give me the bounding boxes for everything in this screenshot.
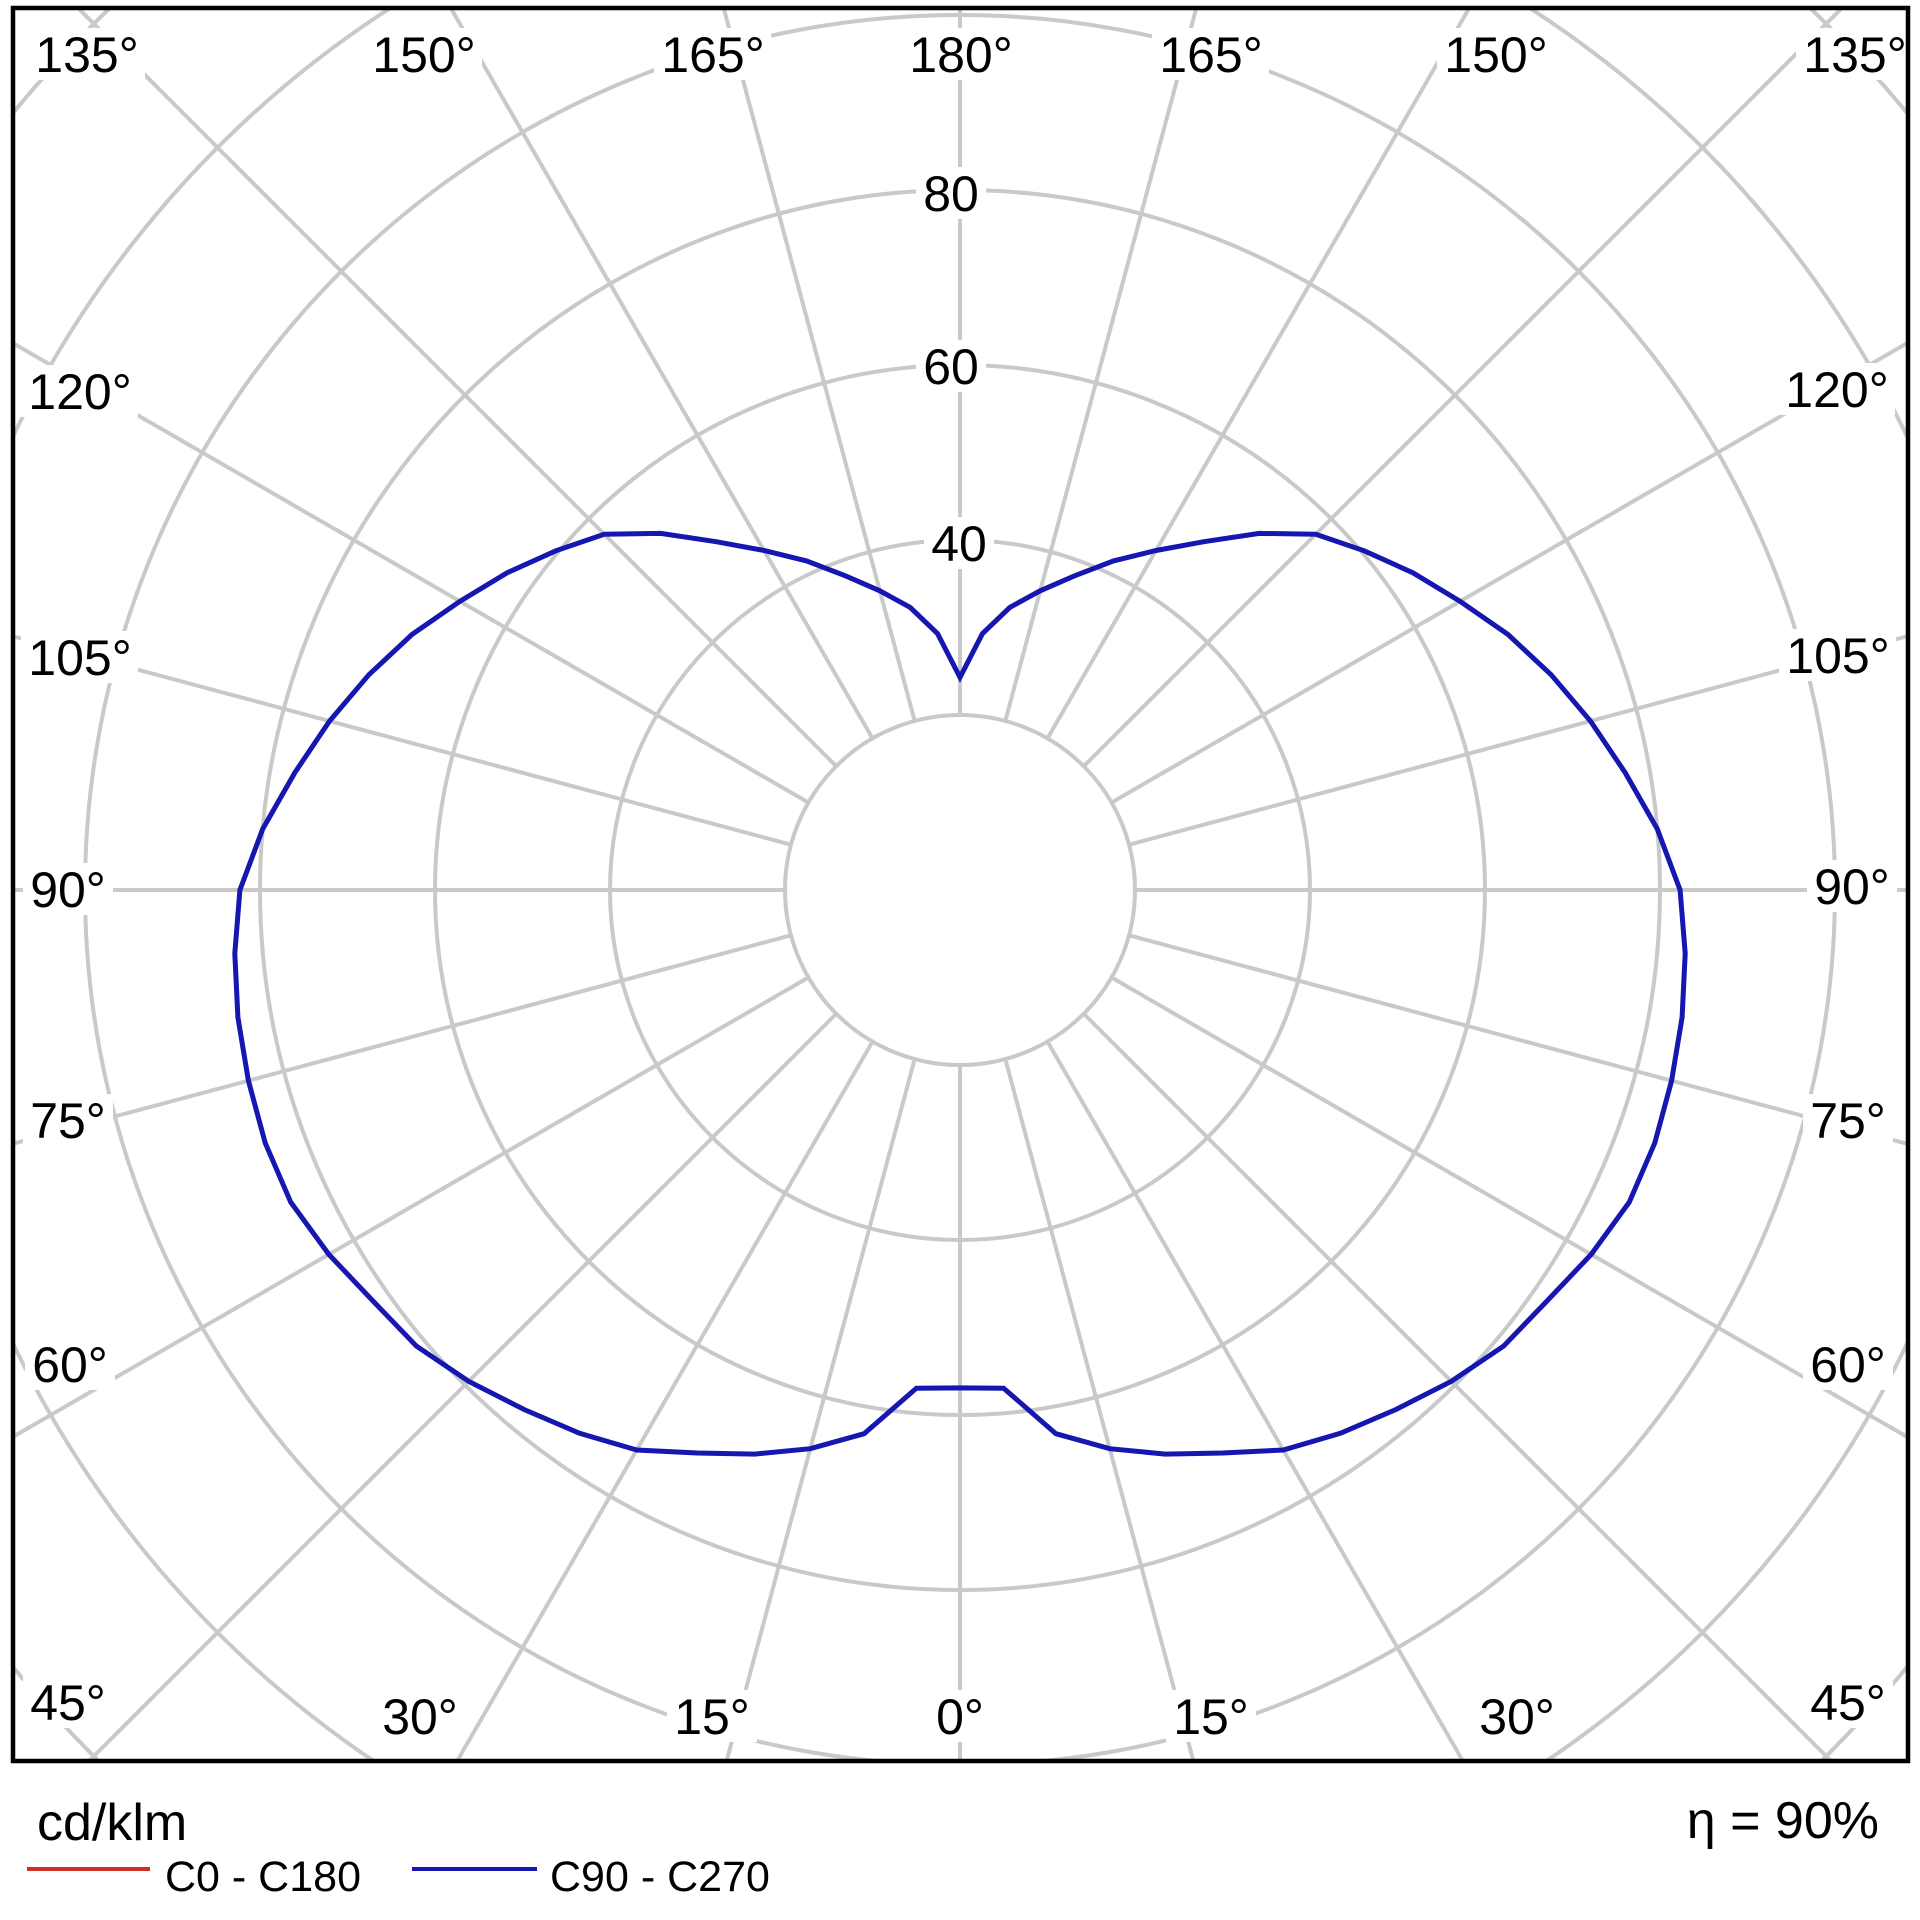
svg-text:75°: 75° (30, 1093, 106, 1149)
svg-text:0°: 0° (936, 1689, 984, 1745)
svg-text:15°: 15° (674, 1689, 750, 1745)
svg-text:η = 90%: η = 90% (1687, 1792, 1879, 1850)
svg-text:60: 60 (923, 339, 979, 395)
svg-text:60°: 60° (1810, 1337, 1886, 1393)
svg-text:120°: 120° (28, 364, 131, 420)
svg-text:120°: 120° (1785, 362, 1888, 418)
svg-text:40: 40 (931, 516, 987, 572)
svg-text:45°: 45° (30, 1675, 106, 1731)
svg-text:60°: 60° (32, 1337, 108, 1393)
svg-text:C0 - C180: C0 - C180 (165, 1853, 361, 1901)
svg-text:105°: 105° (28, 630, 131, 686)
svg-text:135°: 135° (1803, 27, 1906, 83)
svg-text:165°: 165° (661, 27, 764, 83)
svg-text:80: 80 (923, 166, 979, 222)
svg-text:105°: 105° (1786, 628, 1889, 684)
svg-text:180°: 180° (909, 27, 1012, 83)
svg-text:75°: 75° (1810, 1093, 1886, 1149)
svg-text:15°: 15° (1173, 1689, 1249, 1745)
svg-text:45°: 45° (1810, 1675, 1886, 1731)
svg-text:cd/klm: cd/klm (37, 1794, 187, 1852)
svg-text:30°: 30° (1479, 1689, 1555, 1745)
svg-text:150°: 150° (372, 27, 475, 83)
svg-text:30°: 30° (382, 1689, 458, 1745)
svg-text:C90 - C270: C90 - C270 (550, 1853, 770, 1901)
svg-text:165°: 165° (1159, 27, 1262, 83)
svg-text:135°: 135° (35, 27, 138, 83)
svg-text:90°: 90° (1814, 859, 1890, 915)
svg-text:150°: 150° (1444, 27, 1547, 83)
svg-text:90°: 90° (30, 862, 106, 918)
